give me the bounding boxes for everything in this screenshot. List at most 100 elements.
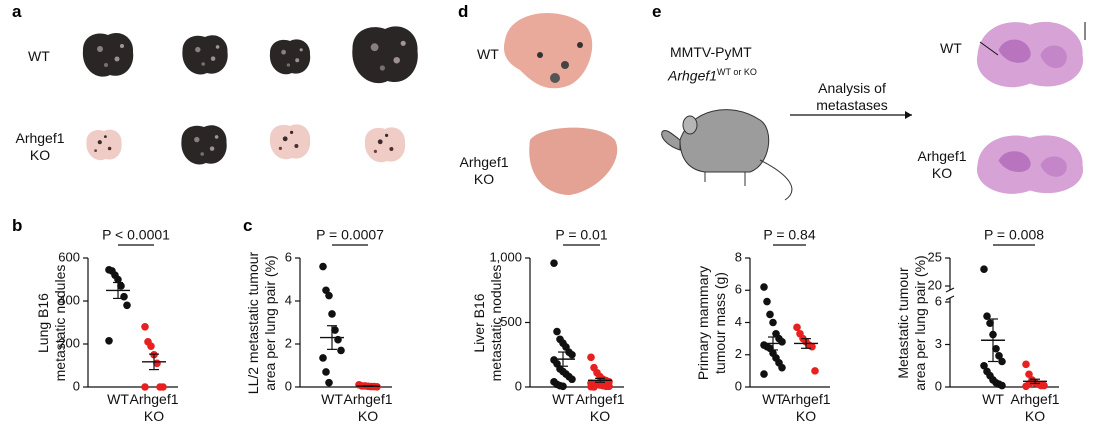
illustration-shape [365,127,405,162]
y-tick-label: 0 [73,378,80,393]
data-point [778,338,786,346]
genotype: Arhgef1 [668,67,718,84]
data-point [325,378,333,387]
illustration-shape [679,109,770,173]
axis-break [945,295,955,301]
data-point [322,368,330,376]
y-tick-label: 0 [735,378,742,393]
illustration-shape [976,21,1084,88]
data-point [763,297,771,306]
x-tick-label: WT [107,391,129,407]
data-point [983,312,991,320]
y-tick-label: 1,000 [489,249,522,264]
row-label: Arhgef1 KO [459,154,509,187]
y-tick-label: 0 [935,378,942,393]
x-tick-label: WT [762,391,784,407]
panel-letter: a [12,2,22,21]
data-point [328,310,336,318]
y-tick-label: 3 [935,336,942,351]
y-tick-label: 500 [500,314,522,329]
data-point [325,291,333,300]
p-value: P = 0.84 [763,227,816,243]
illustration-shape [181,125,226,164]
y-tick-label: 4 [735,314,742,329]
data-point [147,342,155,350]
data-point [998,381,1006,390]
y-tick-label: 0 [285,378,292,393]
data-point [760,283,768,291]
y-tick-label: 2 [735,346,742,361]
row-label: WT [477,46,499,62]
illustration-shape [83,33,133,77]
data-point [998,357,1006,366]
data-point [105,336,113,345]
data-point [992,344,1000,353]
illustration-shape [270,39,310,74]
x-tick-label: Arhgef1 KO [575,391,625,424]
arrow-label: Analysis of metastases [816,80,888,113]
y-axis-title: Metastatic tumour area per lung pair (%) [895,254,928,391]
genotype-label: Arhgef1WT or KO [668,64,757,85]
data-point [120,292,128,301]
illustration-shape [537,52,543,58]
data-point [605,382,613,391]
row-label: WT [28,48,50,64]
y-tick-label: 6 [285,249,292,264]
y-axis-title: LL/2 metastatic tumour area per lung pai… [245,251,278,394]
row-label: Arhgef1 KO [15,130,65,163]
illustration-shape [86,130,121,161]
mouse-illustration [661,109,912,201]
x-tick-label: WT [552,391,574,407]
data-point [769,318,777,327]
y-axis-title: Lung B16 metastatic nodules [35,264,68,381]
illustration-shape [682,115,698,135]
data-point [141,383,149,391]
data-point [1040,381,1048,390]
data-point [1022,360,1030,369]
data-point [986,319,994,328]
p-value: P < 0.0001 [102,227,170,243]
data-point [1025,370,1033,379]
y-axis-title: Primary mammary tumour mass (g) [695,265,728,380]
illustration-shape [577,42,583,48]
data-point [1025,380,1033,388]
illustration-shape [270,124,310,159]
x-tick-label: Arhgef1 KO [781,391,831,424]
data-point [793,323,801,332]
x-tick-label: Arhgef1 KO [129,391,179,424]
data-point [114,275,122,284]
data-point [980,361,988,370]
y-axis-title: Liver B16 metastatic nodules [471,264,504,381]
y-tick-label: 20 [928,277,942,292]
data-point [141,323,149,331]
illustration-shape [561,61,569,69]
data-point [980,265,988,274]
p-value: P = 0.01 [555,227,608,243]
illustration-shape [352,26,418,83]
illustration-shape [529,127,618,195]
panel-letter: b [12,216,23,235]
x-tick-label: Arhgef1 KO [343,391,393,424]
illustration-shape [979,41,999,56]
y-tick-label: 2 [285,335,292,350]
x-tick-label: WT [982,391,1004,407]
y-tick-label: 200 [58,335,80,350]
data-point [337,346,345,355]
data-point [117,282,125,290]
data-point [778,363,786,372]
lung-images [83,26,418,164]
y-tick-label: 6 [735,282,742,297]
data-point [760,370,768,378]
data-point [995,352,1003,360]
data-point [811,367,819,375]
genotype-superscript: WT or KO [717,67,757,77]
illustration-shape [759,159,793,201]
y-tick-label: 4 [285,292,292,307]
y-tick-label: 600 [58,249,80,264]
data-point [766,310,774,319]
illustration-shape [503,12,593,89]
y-tick-label: 0 [515,378,522,393]
illustration-shape [976,135,1084,194]
data-point [568,350,576,359]
